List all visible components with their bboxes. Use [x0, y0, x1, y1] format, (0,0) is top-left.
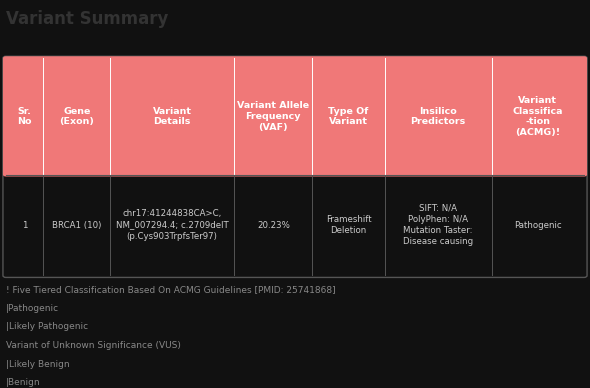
- Text: chr17:41244838CA>C,
NM_007294.4; c.2709delT
(p.Cys903TrpfsTer97): chr17:41244838CA>C, NM_007294.4; c.2709d…: [116, 210, 228, 241]
- Text: Variant Allele
Frequency
(VAF): Variant Allele Frequency (VAF): [237, 101, 309, 132]
- Text: |Benign: |Benign: [6, 378, 41, 387]
- Text: 1: 1: [22, 220, 28, 230]
- FancyBboxPatch shape: [3, 56, 587, 277]
- Text: Variant
Classifica
-tion
(ACMG)!: Variant Classifica -tion (ACMG)!: [513, 96, 563, 137]
- Text: Variant Summary: Variant Summary: [6, 10, 168, 28]
- Text: SIFT: N/A
PolyPhen: N/A
Mutation Taster:
Disease causing: SIFT: N/A PolyPhen: N/A Mutation Taster:…: [403, 204, 473, 246]
- Text: Pathogenic: Pathogenic: [514, 220, 562, 230]
- Text: Variant
Details: Variant Details: [153, 107, 192, 126]
- Text: |Likely Benign: |Likely Benign: [6, 360, 70, 369]
- Text: |Likely Pathogenic: |Likely Pathogenic: [6, 322, 88, 331]
- Text: Type Of
Variant: Type Of Variant: [328, 107, 369, 126]
- Text: Frameshift
Deletion: Frameshift Deletion: [326, 215, 371, 235]
- Text: 20.23%: 20.23%: [257, 220, 290, 230]
- Text: Gene
(Exon): Gene (Exon): [59, 107, 94, 126]
- Bar: [6, 159, 584, 175]
- FancyBboxPatch shape: [3, 56, 587, 177]
- Text: ! Five Tiered Classification Based On ACMG Guidelines [PMID: 25741868]: ! Five Tiered Classification Based On AC…: [6, 285, 336, 294]
- Text: Variant of Unknown Significance (VUS): Variant of Unknown Significance (VUS): [6, 341, 181, 350]
- Text: BRCA1 (10): BRCA1 (10): [52, 220, 101, 230]
- Text: |Pathogenic: |Pathogenic: [6, 304, 59, 313]
- Text: Sr.
No: Sr. No: [18, 107, 32, 126]
- Text: Insilico
Predictors: Insilico Predictors: [411, 107, 466, 126]
